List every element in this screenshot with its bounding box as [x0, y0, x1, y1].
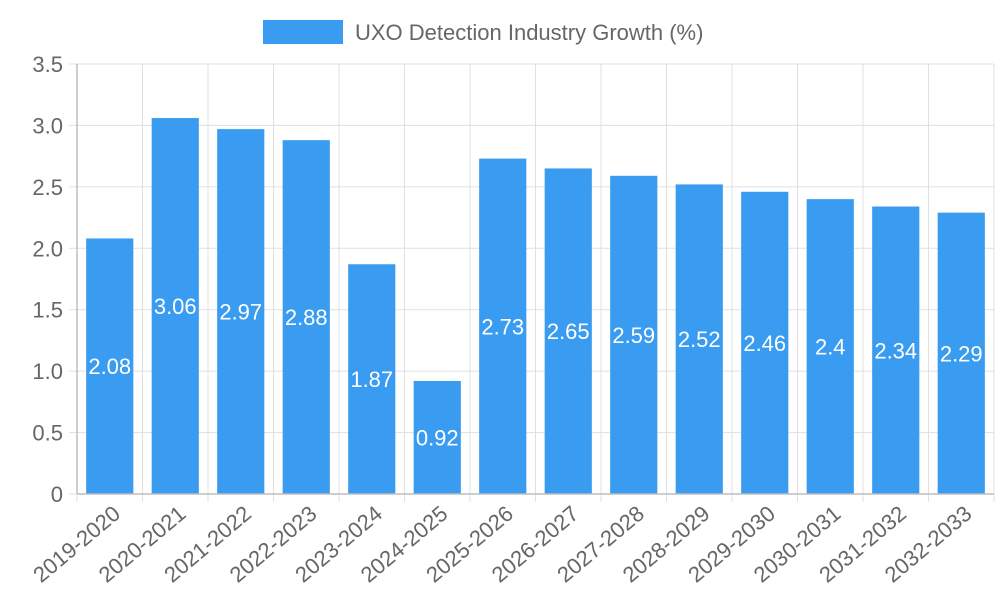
- bar[interactable]: [348, 264, 396, 494]
- axes: [76, 64, 994, 495]
- bar[interactable]: [544, 168, 592, 494]
- data-label: 2.65: [547, 319, 590, 344]
- data-label: 1.87: [350, 367, 393, 392]
- data-labels: 2.08 3.06 2.97 2.88 1.87 0.92 2.73 2.65 2.59 2.52…: [88, 294, 982, 450]
- data-label: 2.52: [678, 327, 721, 352]
- data-label: 2.4: [815, 335, 846, 360]
- data-label: 2.34: [874, 338, 917, 363]
- y-tick-label: 0: [51, 482, 63, 507]
- bar[interactable]: [86, 238, 134, 494]
- data-label: 2.46: [743, 331, 786, 356]
- bar[interactable]: [806, 199, 854, 494]
- grid-lines: [69, 63, 995, 502]
- data-label: 0.92: [416, 425, 459, 450]
- legend[interactable]: UXO Detection Industry Growth (%): [263, 20, 703, 45]
- y-tick-label: 0.5: [32, 421, 63, 446]
- bar[interactable]: [610, 175, 658, 495]
- y-tick-label: 3.0: [32, 113, 63, 138]
- y-tick-label: 1.0: [32, 359, 63, 384]
- bar[interactable]: [413, 380, 461, 494]
- y-tick-label: 2.0: [32, 236, 63, 261]
- data-label: 2.97: [219, 300, 262, 325]
- data-label: 2.88: [285, 305, 328, 330]
- legend-swatch: [263, 20, 343, 44]
- data-label: 3.06: [154, 294, 197, 319]
- data-label: 2.08: [88, 354, 131, 379]
- bar[interactable]: [741, 191, 789, 494]
- y-tick-label: 1.5: [32, 298, 63, 323]
- legend-label: UXO Detection Industry Growth (%): [355, 20, 703, 45]
- data-label: 2.73: [481, 314, 524, 339]
- bar[interactable]: [675, 184, 723, 494]
- y-tick-label: 3.5: [32, 52, 63, 77]
- data-label: 2.59: [612, 323, 655, 348]
- y-axis-ticks: 0 0.5 1.0 1.5 2.0 2.5 3.0 3.5: [32, 52, 63, 507]
- bar[interactable]: [872, 206, 920, 494]
- y-tick-label: 2.5: [32, 175, 63, 200]
- bar[interactable]: [479, 158, 527, 494]
- x-axis-ticks: 2019-20202020-20212021-20222022-20232023…: [28, 501, 976, 588]
- data-label: 2.29: [940, 341, 983, 366]
- bar[interactable]: [937, 212, 985, 494]
- bar[interactable]: [282, 140, 330, 494]
- bar[interactable]: [151, 118, 199, 495]
- bars: [86, 118, 985, 495]
- bar[interactable]: [217, 129, 265, 494]
